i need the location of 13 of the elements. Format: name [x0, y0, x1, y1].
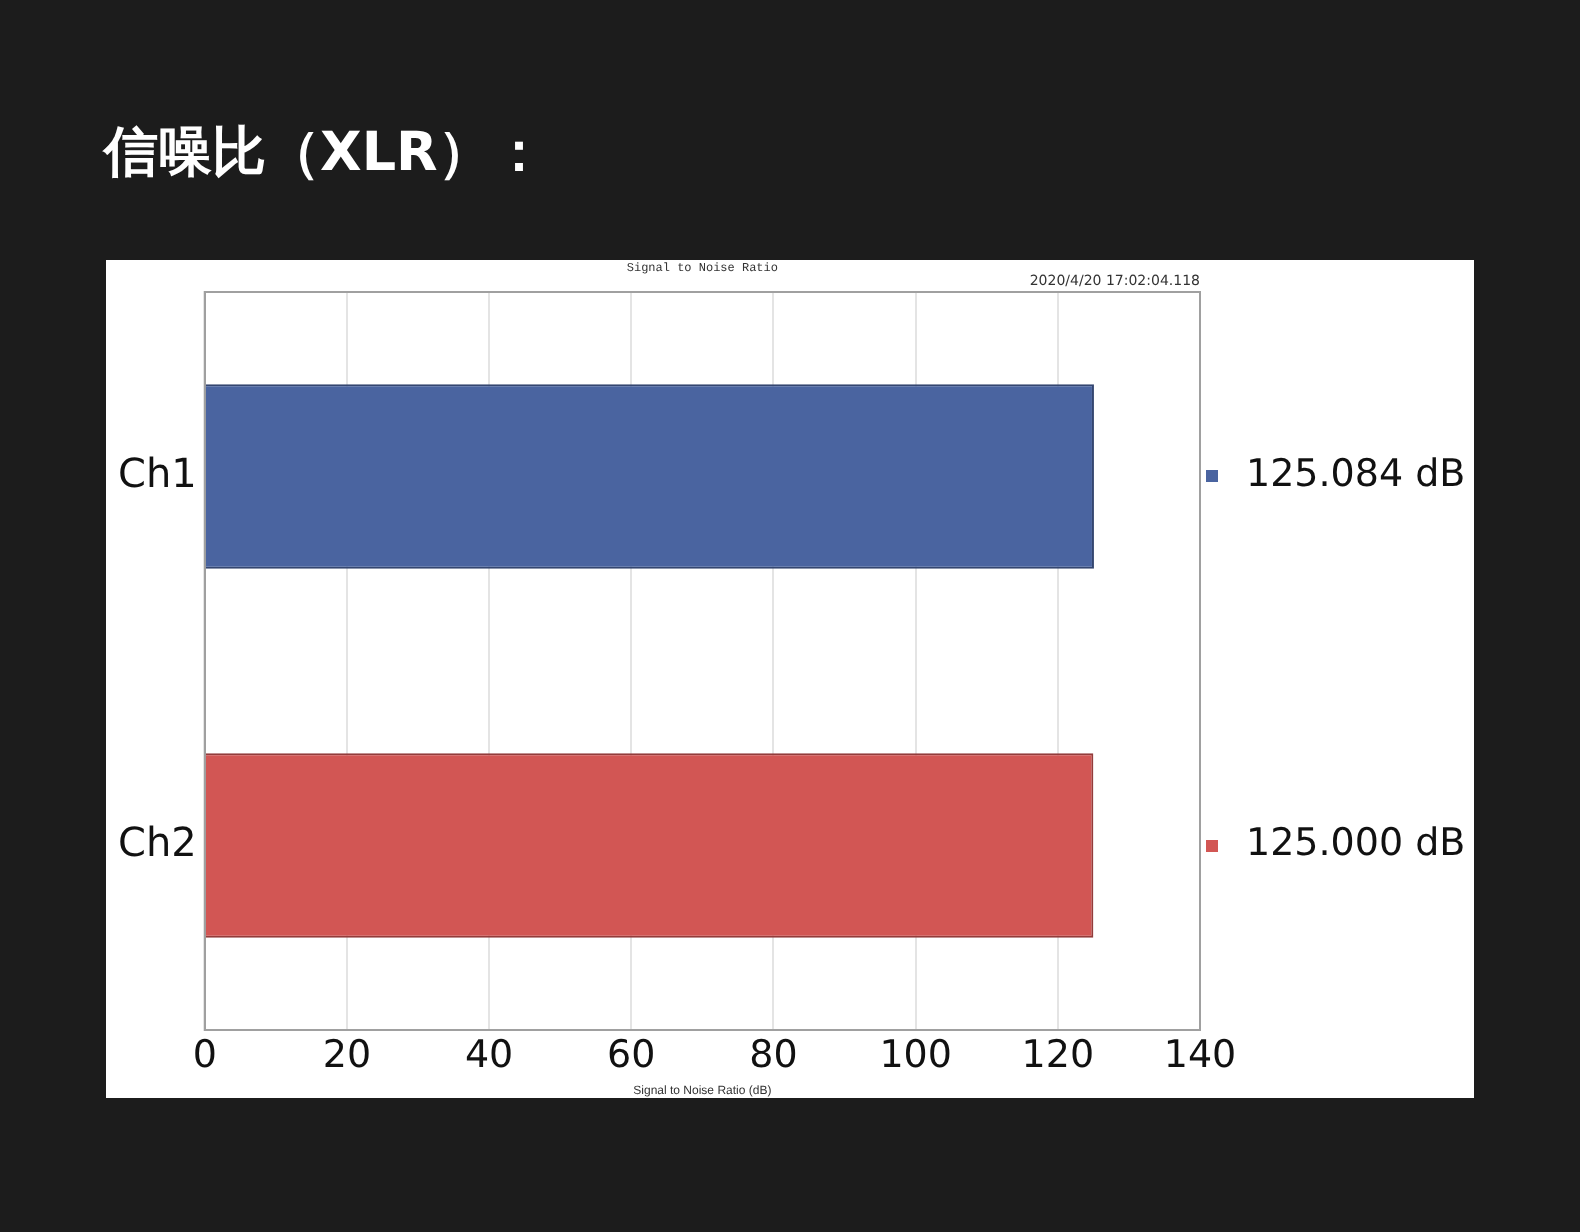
x-tick-label: 0: [192, 1032, 217, 1077]
x-tick-label: 60: [607, 1032, 656, 1077]
x-tick-label: 100: [879, 1032, 952, 1077]
data-label: 125.084 dB: [1246, 452, 1466, 497]
data-label: 125.000 dB: [1246, 821, 1466, 866]
x-tick-label: 140: [1163, 1032, 1237, 1077]
x-tick-label: 80: [749, 1032, 798, 1077]
y-tick-label: Ch2: [117, 817, 197, 866]
x-tick-label: 120: [1021, 1032, 1095, 1077]
x-tick-label: 40: [464, 1032, 514, 1077]
y-tick-label: Ch1: [117, 448, 197, 497]
chart-title: 信噪比（XLR）：: [104, 120, 546, 188]
x-tick-label: 20: [322, 1032, 372, 1077]
